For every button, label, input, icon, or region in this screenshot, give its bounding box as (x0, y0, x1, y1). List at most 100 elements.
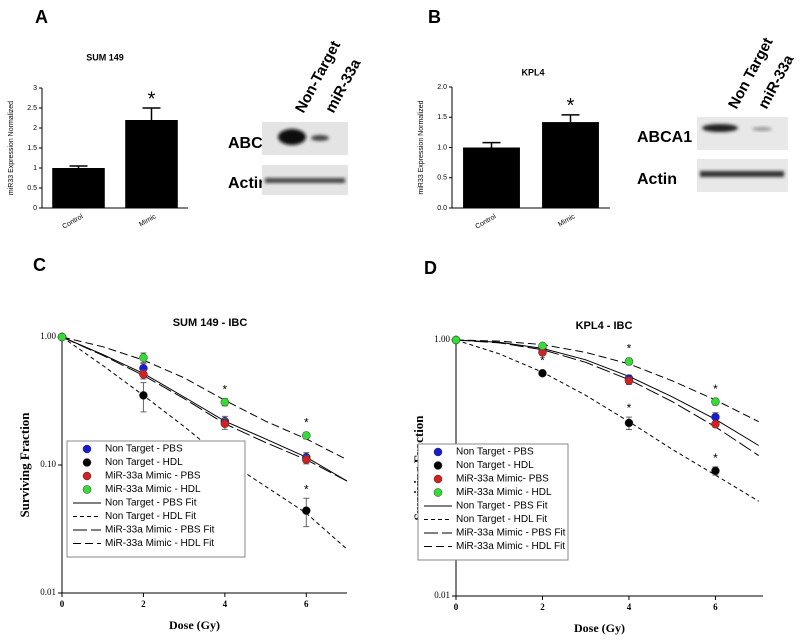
chart-title: SUM 149 (86, 52, 124, 62)
x-tick-label: Control (474, 213, 497, 231)
blot-row-label: ABCA1 (637, 129, 692, 146)
significance-mark: * (540, 353, 545, 367)
y-axis-label: Surviving Fraction (17, 412, 32, 518)
data-point (451, 335, 461, 345)
error-bar (561, 114, 580, 123)
legend-marker (82, 471, 92, 481)
significance-mark: * (713, 382, 718, 396)
legend-marker (82, 458, 92, 467)
blot-band (265, 178, 345, 183)
fit-line (455, 339, 759, 457)
y-tick-label: 1.0 (437, 144, 447, 151)
legend-box (66, 440, 246, 558)
panel-label: A (35, 7, 48, 27)
y-tick-label: 1 (33, 165, 37, 172)
legend-label: MiR-33a Mimic - HDL (105, 484, 201, 495)
x-tick-label: 2 (141, 599, 146, 609)
blot-row-label: Actin (228, 175, 268, 192)
legend-label: Non Target - PBS Fit (456, 501, 548, 512)
data-point (302, 431, 311, 440)
blot-band (702, 124, 738, 132)
x-tick-label: 0 (60, 599, 65, 609)
data-point (139, 370, 148, 379)
y-tick-label: 0.5 (437, 175, 447, 182)
blot-membrane (697, 117, 788, 150)
y-tick-label: 0.5 (27, 185, 37, 192)
legend-marker (433, 474, 443, 484)
panel-label: D (424, 258, 437, 278)
bar (463, 147, 520, 208)
x-tick-label: Mimic (138, 213, 158, 228)
y-tick-label: 0.01 (434, 590, 450, 600)
legend-label: Non Target - PBS (105, 444, 183, 455)
data-point (302, 455, 311, 464)
data-point (711, 466, 720, 476)
significance-mark: * (567, 95, 575, 117)
x-tick-label: 4 (627, 602, 632, 612)
y-tick-label: 0.01 (40, 587, 56, 597)
fit-line (455, 339, 759, 446)
blot-row-label: Actin (637, 171, 677, 188)
legend-label: Non Target - HDL (456, 460, 534, 471)
legend-label: MiR-33a Mimic - PBS (105, 471, 201, 482)
x-tick-label: Mimic (557, 213, 577, 228)
legend-box (417, 443, 569, 561)
x-tick-label: 6 (304, 599, 309, 609)
legend-label: MiR-33a Mimic - HDL Fit (105, 538, 214, 549)
significance-mark: * (304, 482, 309, 496)
x-axis-label: Dose (Gy) (169, 618, 220, 632)
data-point (538, 341, 547, 351)
data-point (624, 376, 634, 386)
error-bar (142, 107, 161, 120)
y-tick-label: 1.00 (40, 331, 56, 341)
y-tick-label: 0.0 (437, 205, 447, 212)
data-point (139, 353, 148, 362)
y-tick-label: 0 (33, 205, 37, 212)
legend-marker (82, 485, 92, 494)
bar (542, 122, 599, 208)
chart-title: KPL4 - IBC (576, 320, 633, 332)
legend-label: Non Target - PBS (456, 447, 534, 458)
y-tick-label: 1.5 (27, 145, 37, 152)
data-point (711, 412, 720, 422)
significance-mark: * (148, 88, 156, 110)
panel-label: B (428, 7, 441, 27)
y-tick-label: 2 (33, 125, 37, 132)
data-point (220, 397, 230, 407)
data-point (711, 397, 720, 406)
x-tick-label: 2 (540, 602, 545, 612)
chart-title: KPL4 (521, 67, 544, 77)
chart-title: SUM 149 - IBC (173, 317, 248, 329)
fit-line (61, 336, 348, 482)
significance-mark: * (713, 451, 718, 465)
data-point (220, 419, 230, 429)
data-point (302, 506, 311, 515)
y-tick-label: 2.0 (437, 84, 447, 91)
blot-band (311, 135, 329, 141)
significance-mark: * (304, 416, 309, 430)
data-point (711, 419, 720, 429)
legend-label: Non Target - HDL Fit (105, 511, 196, 522)
x-tick-label: 6 (713, 602, 718, 612)
legend-label: MiR-33a Mimic - HDL Fit (456, 541, 565, 552)
data-point (624, 357, 634, 366)
y-tick-label: 3 (33, 85, 37, 92)
legend-marker (433, 488, 443, 497)
bar (52, 168, 105, 208)
x-tick-label: 4 (223, 599, 228, 609)
x-tick-label: Control (61, 213, 84, 231)
x-tick-label: 0 (454, 602, 459, 612)
data-point (57, 332, 67, 342)
legend-marker (82, 444, 92, 454)
data-point (624, 418, 634, 428)
error-bar (482, 141, 501, 148)
legend-label: MiR-33a Mimic - PBS Fit (105, 525, 215, 536)
y-tick-label: 1.00 (434, 334, 450, 344)
legend-marker (433, 461, 443, 470)
y-tick-label: 2.5 (27, 105, 37, 112)
error-bar (69, 165, 88, 168)
y-axis-label: miR33 Expression Normalized (8, 101, 15, 195)
data-point (538, 368, 547, 378)
legend-marker (433, 447, 443, 457)
